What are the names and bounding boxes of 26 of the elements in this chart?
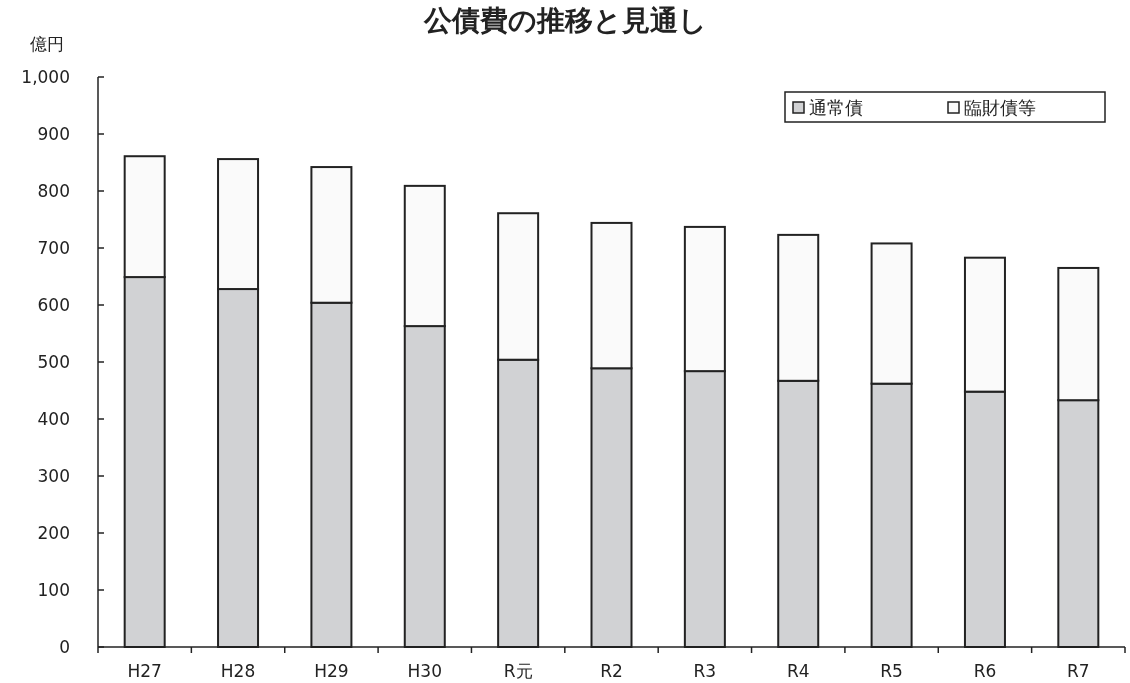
- y-axis-title: 億円: [30, 34, 64, 54]
- legend-label: 臨財債等: [964, 97, 1036, 118]
- y-tick-label: 200: [37, 523, 70, 543]
- x-tick-label: H27: [127, 661, 162, 681]
- x-tick-label: R2: [600, 661, 623, 681]
- x-tick-label: R5: [880, 661, 903, 681]
- legend-label: 通常債: [809, 97, 863, 118]
- chart-title: 公債費の推移と見通し: [422, 4, 707, 37]
- x-tick-label: R7: [1067, 661, 1090, 681]
- y-tick-label: 700: [37, 238, 70, 258]
- y-tick-label: 500: [37, 352, 70, 372]
- y-tick-label: 100: [37, 580, 70, 600]
- x-tick-label: R6: [973, 661, 997, 681]
- y-tick-label: 800: [37, 181, 70, 201]
- y-tick-label: 300: [37, 466, 70, 486]
- x-tick-label: R4: [786, 661, 810, 681]
- x-tick-label: H29: [314, 661, 349, 681]
- y-tick-label: 0: [59, 637, 70, 657]
- y-tick-label: 1,000: [21, 67, 70, 87]
- x-tick-label: H30: [407, 661, 442, 681]
- x-tick-label: R3: [693, 661, 717, 681]
- y-tick-label: 900: [37, 124, 70, 144]
- x-tick-label: R元: [503, 661, 533, 681]
- y-tick-label: 600: [37, 295, 70, 315]
- y-tick-label: 400: [37, 409, 70, 429]
- x-tick-label: H28: [220, 661, 256, 681]
